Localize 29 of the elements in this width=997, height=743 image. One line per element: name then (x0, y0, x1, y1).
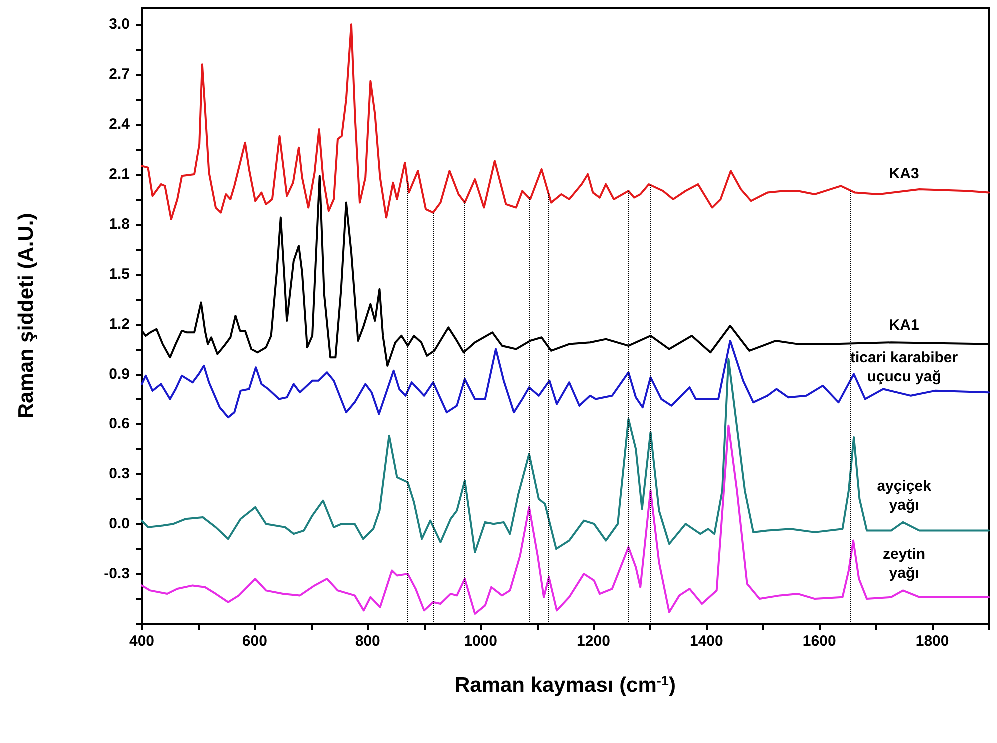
y-axis-title: Raman şiddeti (A.U.) (15, 213, 38, 419)
x-tick-label: 400 (129, 633, 155, 650)
y-tick-label: 1.2 (109, 316, 130, 333)
y-tick-label: 0.0 (109, 516, 130, 533)
series-label: KA3 (889, 165, 920, 182)
x-tick-label: 1400 (690, 633, 724, 650)
y-tick-label: 0.3 (109, 466, 130, 483)
series-label: ticari karabiber uçucu yağ (850, 349, 958, 386)
y-tick-label: -0.3 (104, 566, 130, 583)
series-label: zeytin yağı (883, 546, 926, 582)
y-tick-label: 0.9 (109, 366, 130, 383)
y-tick-label: 3.0 (109, 16, 130, 34)
y-tick-label: 1.5 (109, 266, 130, 283)
x-tick-label: 1000 (464, 633, 498, 650)
line-series (141, 24, 990, 220)
y-tick-label: 0.6 (109, 416, 130, 433)
y-tick-label: 2.4 (109, 116, 131, 134)
x-tick-label: 800 (355, 633, 380, 650)
x-tick-label: 1200 (577, 633, 610, 650)
line-series (141, 424, 990, 616)
x-tick-label: 600 (242, 633, 268, 650)
y-tick-label: 2.7 (109, 66, 130, 84)
y-tick-label: 2.1 (109, 166, 130, 183)
x-tick-label: 1800 (916, 633, 950, 650)
line-series (141, 340, 990, 419)
series-label: ayçiçek yağı (877, 478, 932, 514)
y-tick-label: 1.8 (109, 216, 130, 233)
x-tick-label: 1600 (802, 633, 836, 650)
series-label: KA1 (889, 316, 920, 334)
